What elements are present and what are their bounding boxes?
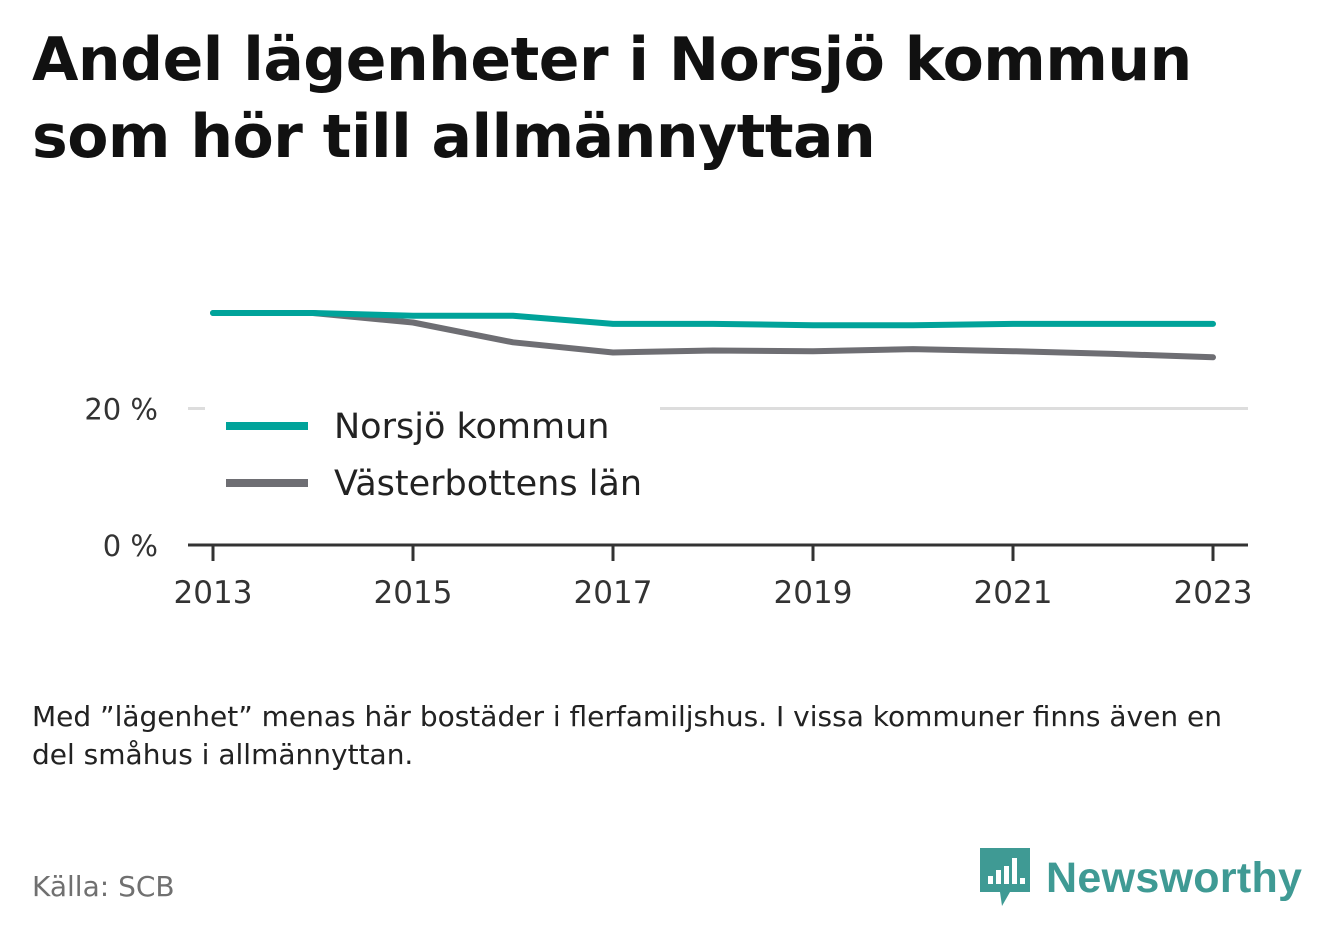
x-tick-label: 2017 xyxy=(574,575,653,611)
y-tick-label: 20 % xyxy=(84,393,158,427)
chart-note: Med ”lägenhet” menas här bostäder i fler… xyxy=(32,700,1222,771)
x-tick-label: 2023 xyxy=(1174,575,1253,611)
y-axis-tick-labels: 0 % 20 % xyxy=(84,393,158,564)
x-tick-label: 2013 xyxy=(174,575,253,611)
legend-label: Norsjö kommun xyxy=(334,407,609,447)
chart-title: Andel lägenheter i Norsjö kommun som hör… xyxy=(32,25,1192,172)
newsworthy-brand[interactable]: Newsworthy xyxy=(980,848,1302,908)
x-tick-label: 2015 xyxy=(374,575,453,611)
legend: Norsjö kommun Västerbottens län xyxy=(205,398,660,508)
x-axis: 2013 2015 2017 2019 2021 2023 xyxy=(174,543,1253,611)
series-line xyxy=(210,310,1216,329)
y-tick-label: 0 % xyxy=(103,529,158,563)
legend-label: Västerbottens län xyxy=(334,464,642,504)
series-line xyxy=(210,310,1216,361)
x-tick-label: 2019 xyxy=(774,575,853,611)
series-lines xyxy=(210,310,1216,361)
source-label: Källa: SCB xyxy=(32,870,175,903)
x-tick-label: 2021 xyxy=(974,575,1053,611)
newsworthy-logo-icon xyxy=(980,848,1030,906)
brand-name: Newsworthy xyxy=(1046,853,1303,902)
legend-background xyxy=(205,398,660,508)
